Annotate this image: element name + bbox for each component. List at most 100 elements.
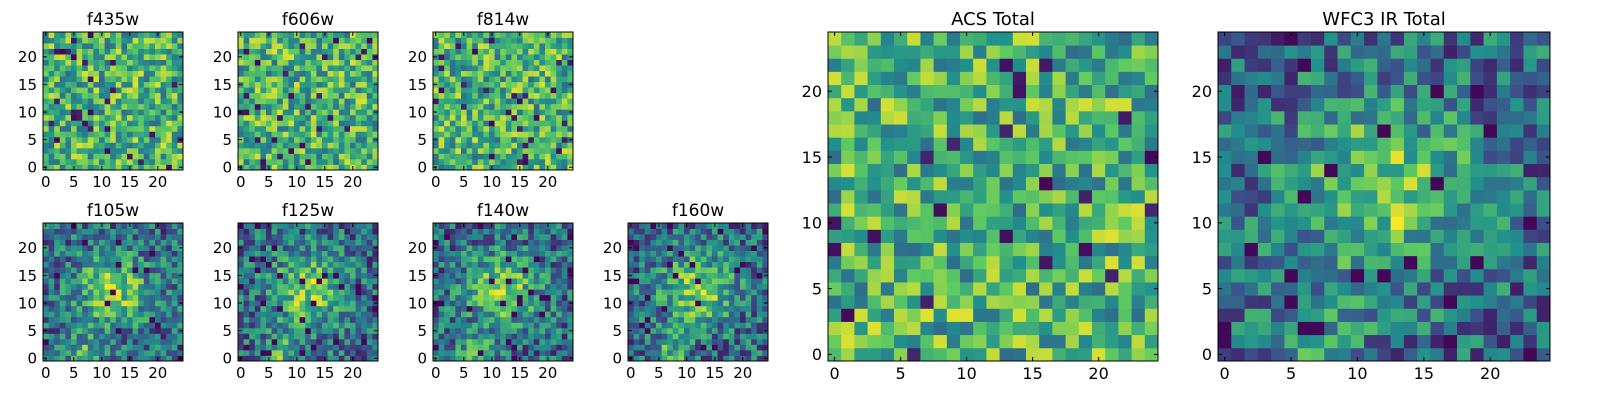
heatmap-cell [132,300,139,307]
heatmap-cell [238,103,244,110]
heatmap-cell [99,70,105,77]
heatmap-cell [127,54,133,60]
heatmap-cell [322,70,328,77]
heatmap-cell [489,158,495,165]
heatmap-cell [76,289,83,296]
heatmap-cell [372,76,379,83]
heatmap-cell [650,322,657,329]
heatmap-cell [667,333,674,340]
heatmap-cell [322,250,328,257]
heatmap-cell [249,114,256,121]
heatmap-cell [316,87,323,94]
heatmap-cell [372,289,379,296]
heatmap-cell [132,272,139,279]
heatmap-cell [762,322,769,329]
heatmap-cell [455,289,462,296]
heatmap-cell [466,32,473,38]
heatmap-cell [76,316,83,323]
heatmap-cell [667,250,674,257]
heatmap-cell [260,289,267,296]
heatmap-cell [149,142,156,149]
heatmap-cell [327,256,334,263]
heatmap-cell [121,120,128,127]
heatmap-cell [483,87,490,94]
heatmap-cell [500,278,507,285]
heatmap-cell [433,120,439,127]
heatmap-cell [288,32,295,38]
heatmap-cell [734,223,741,229]
heatmap-cell [472,322,479,329]
heatmap-cell [556,283,563,290]
heatmap-cell [149,349,156,356]
heatmap-cell [444,70,451,77]
heatmap-cell [104,70,111,77]
heatmap-cell [960,268,974,283]
heatmap-cell [539,261,546,268]
heatmap-cell [322,228,328,235]
heatmap-cell [550,223,557,229]
heatmap-cell [433,37,439,44]
heatmap-cell [316,278,323,285]
heatmap-cell [99,300,105,307]
heatmap-cell [449,103,456,110]
heatmap-cell [639,250,646,257]
heatmap-cell [243,300,250,307]
heatmap-cell [155,43,161,49]
heatmap-cell [539,283,546,290]
heatmap-cell [294,234,300,240]
heatmap-cell [1144,203,1159,217]
heatmap-cell [338,283,345,290]
heatmap-cell [316,142,323,149]
heatmap-cell [472,109,479,116]
heatmap-cell [149,289,156,296]
heatmap-cell [867,163,882,178]
heatmap-cell [127,92,133,99]
heatmap-cell [238,37,244,44]
heatmap-cell [82,327,89,334]
heatmap-cell [907,321,921,336]
heatmap-cell [243,103,250,110]
heatmap-cell [461,316,467,323]
heatmap-cell [87,70,94,77]
heatmap-cell [149,245,156,251]
heatmap-cell [355,32,362,38]
heatmap-cell [472,223,479,229]
heatmap-cell [561,131,568,138]
heatmap-cell [238,333,244,340]
heatmap-cell [82,289,89,296]
heatmap-cell [433,283,439,290]
heatmap-cell [433,153,439,160]
heatmap-cell [305,87,312,94]
heatmap-cell [661,344,668,351]
heatmap-cell [277,147,284,154]
heatmap-cell [238,261,244,268]
heatmap-cell [48,131,55,138]
heatmap-cell [556,278,563,285]
heatmap-cell [166,59,173,66]
heatmap-cell [517,43,523,49]
heatmap-cell [880,347,895,362]
heatmap-cell [920,163,934,178]
heatmap-cell [121,311,128,318]
heatmap-cell [310,98,317,105]
heatmap-cell [477,87,484,94]
heatmap-cell [907,255,921,270]
heatmap-cell [48,32,55,38]
heatmap-cell [260,125,267,132]
heatmap-cell [1105,295,1119,309]
heatmap-cell [110,256,117,263]
heatmap-cell [438,333,445,340]
heatmap-cell [266,54,272,60]
heatmap-cell [43,234,49,240]
heatmap-cell [87,327,94,334]
heatmap-cell [316,305,323,312]
heatmap-cell [684,327,690,334]
heatmap-cell [93,76,100,83]
heatmap-cell [288,114,295,121]
heatmap-cell [132,311,139,318]
heatmap-cell [338,65,345,72]
heatmap-cell [539,109,546,116]
heatmap-cell [372,305,379,312]
heatmap-cell [344,109,351,116]
heatmap-cell [166,125,173,132]
